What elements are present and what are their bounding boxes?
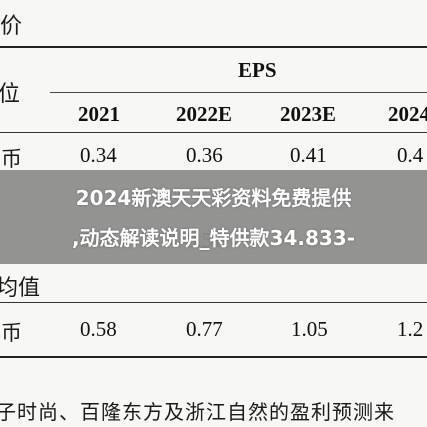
mid-rule: [0, 302, 427, 303]
table-top-rule: [0, 46, 427, 48]
eps-value: 0.36: [186, 143, 223, 167]
footer-note: 子时尚、百隆东方及浙江自然的盈利预测来: [0, 400, 395, 424]
header-bottom-rule: [0, 132, 427, 133]
year-header: 2024: [388, 102, 427, 126]
avg-value: 1.05: [291, 317, 328, 341]
eps-row-label: 民币: [0, 147, 22, 171]
avg-value: 0.58: [80, 317, 117, 341]
eps-value: 0.4: [397, 143, 424, 167]
overlay-title-line2: ,动态解读说明_特供款34.833-: [71, 226, 356, 250]
year-header: 2023E: [280, 102, 337, 126]
eps-header-underline: [50, 92, 427, 93]
avg-value: 1.2: [397, 317, 424, 341]
unit-label: 位: [0, 82, 21, 107]
eps-value: 0.34: [80, 143, 117, 167]
avg-row-label: 民币: [0, 321, 22, 345]
avg-value: 0.77: [186, 317, 223, 341]
top-partial-label: 股价: [0, 14, 23, 39]
eps-value: 0.41: [290, 143, 327, 167]
overlay-banner[interactable]: 2024新澳天天彩资料免费提供 ,动态解读说明_特供款34.833-: [0, 170, 427, 264]
table-bottom-rule: [0, 356, 427, 358]
average-label: 均值: [0, 276, 41, 301]
year-header: 2021: [78, 102, 120, 126]
eps-header: EPS: [238, 58, 277, 82]
overlay-title-line1: 2024新澳天天彩资料免费提供: [75, 186, 352, 210]
year-header: 2022E: [176, 102, 233, 126]
